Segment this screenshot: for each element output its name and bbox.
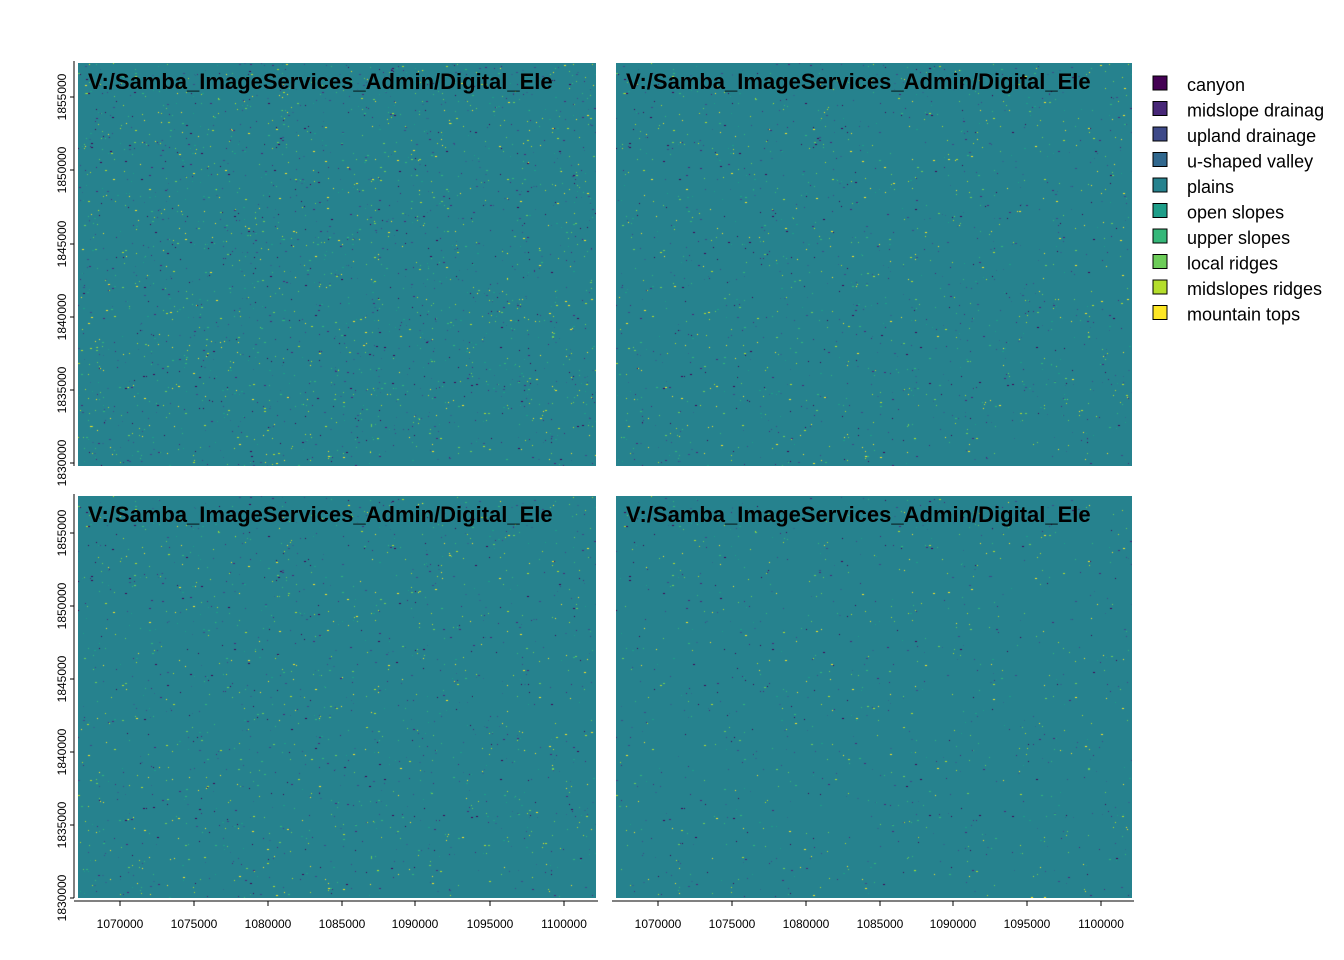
x-tick-label: 1100000 (541, 917, 587, 931)
y-tick-label: 1840000 (55, 728, 69, 775)
legend: canyon midslope drainag upland drainage u-s… (1152, 75, 1324, 325)
legend-item: plains (1152, 177, 1234, 197)
y-tick-label: 1850000 (55, 582, 69, 629)
raster-texture (616, 496, 1132, 898)
legend-item: midslopes ridges (1152, 279, 1322, 299)
y-tick-label: 1850000 (55, 146, 69, 193)
panel-title: V:/Samba_ImageServices_Admin/Digital_Ele (88, 502, 553, 527)
x-tick-label: 1070000 (635, 917, 682, 931)
legend-label: mountain tops (1187, 305, 1300, 325)
x-tick-label: 1070000 (97, 917, 144, 931)
raster-texture (78, 63, 596, 466)
panels: V:/Samba_ImageServices_Admin/Digital_Ele… (78, 63, 1132, 898)
raster-texture (616, 63, 1132, 466)
raster-panel-3: V:/Samba_ImageServices_Admin/Digital_Ele (78, 496, 596, 898)
y-tick-label: 1845000 (55, 220, 69, 267)
raster-texture (78, 496, 596, 898)
y-tick-label: 1835000 (55, 366, 69, 413)
y-tick-label: 1830000 (55, 439, 69, 486)
legend-item: u-shaped valley (1152, 152, 1313, 172)
raster-panel-4: V:/Samba_ImageServices_Admin/Digital_Ele (616, 496, 1132, 898)
y-tick-label: 1855000 (55, 73, 69, 120)
panel-title: V:/Samba_ImageServices_Admin/Digital_Ele (626, 502, 1091, 527)
x-tick-label: 1085000 (319, 917, 366, 931)
y-tick-label: 1830000 (55, 874, 69, 921)
x-tick-label: 1075000 (171, 917, 218, 931)
x-tick-label: 1075000 (709, 917, 756, 931)
legend-item: canyon (1152, 75, 1245, 95)
x-tick-label: 1095000 (467, 917, 514, 931)
legend-swatch (1152, 177, 1168, 193)
x-tick-label: 1090000 (930, 917, 977, 931)
legend-label: midslope drainag (1187, 101, 1324, 121)
y-tick-label: 1845000 (55, 655, 69, 702)
legend-swatch (1152, 203, 1168, 218)
legend-swatch (1152, 228, 1168, 244)
legend-swatch (1152, 75, 1168, 91)
x-tick-label: 1090000 (392, 917, 439, 931)
y-tick-label: 1855000 (55, 509, 69, 556)
legend-label: local ridges (1187, 254, 1278, 274)
legend-item: open slopes (1152, 203, 1284, 223)
legend-swatch (1152, 305, 1168, 320)
x-tick-label: 1080000 (783, 917, 830, 931)
x-tick-label: 1095000 (1004, 917, 1051, 931)
legend-label: midslopes ridges (1187, 279, 1322, 299)
raster-panel-2: V:/Samba_ImageServices_Admin/Digital_Ele (616, 63, 1132, 466)
y-tick-label: 1835000 (55, 801, 69, 848)
panel-title: V:/Samba_ImageServices_Admin/Digital_Ele (88, 69, 553, 94)
legend-label: u-shaped valley (1187, 152, 1313, 172)
legend-item: upper slopes (1152, 228, 1290, 248)
axes: 1830000 1835000 1840000 1845000 1850000 18550… (55, 61, 1134, 931)
legend-swatch (1152, 254, 1168, 269)
legend-swatch (1152, 279, 1168, 295)
legend-item: mountain tops (1152, 305, 1300, 325)
y-tick-label: 1840000 (55, 293, 69, 340)
panel-title: V:/Samba_ImageServices_Admin/Digital_Ele (626, 69, 1091, 94)
legend-label: upper slopes (1187, 228, 1290, 248)
legend-swatch (1152, 126, 1168, 142)
legend-label: canyon (1187, 75, 1245, 95)
legend-label: plains (1187, 177, 1234, 197)
x-tick-label: 1085000 (857, 917, 904, 931)
raster-panel-1: V:/Samba_ImageServices_Admin/Digital_Ele (78, 63, 596, 466)
x-tick-label: 1100000 (1078, 917, 1124, 931)
legend-item: local ridges (1152, 254, 1278, 274)
legend-swatch (1152, 101, 1168, 116)
legend-item: upland drainage (1152, 126, 1316, 146)
legend-label: upland drainage (1187, 126, 1316, 146)
x-tick-label: 1080000 (245, 917, 292, 931)
legend-item: midslope drainag (1152, 101, 1324, 121)
legend-swatch (1152, 152, 1168, 167)
legend-label: open slopes (1187, 203, 1284, 223)
